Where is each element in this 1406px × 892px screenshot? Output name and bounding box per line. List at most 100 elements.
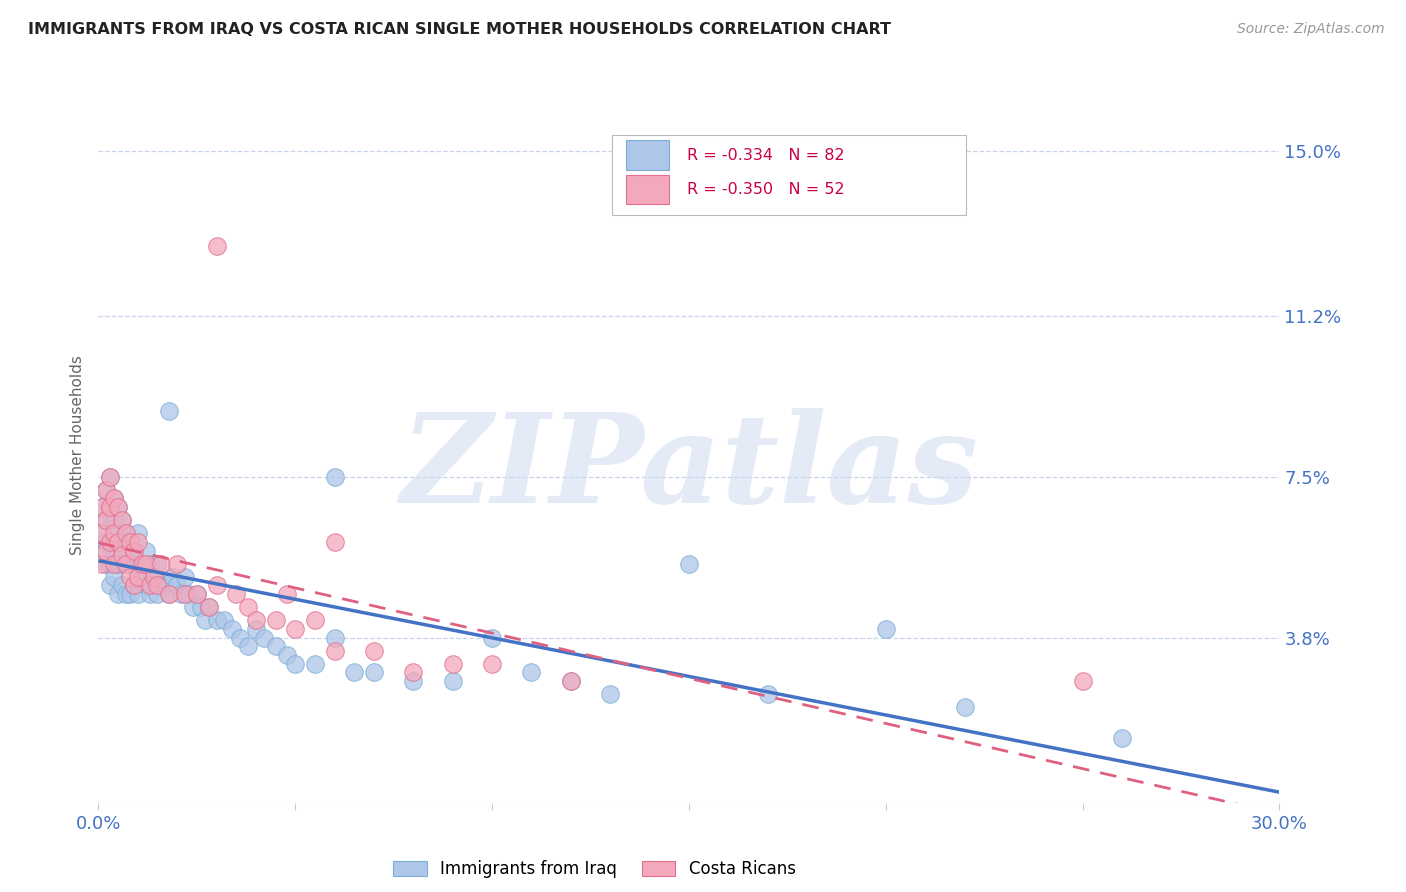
Point bbox=[96, 513, 118, 527]
Point bbox=[197, 600, 219, 615]
Point bbox=[111, 543, 134, 558]
Point bbox=[953, 700, 976, 714]
Point bbox=[96, 483, 118, 497]
Point bbox=[96, 483, 118, 497]
Point bbox=[146, 587, 169, 601]
Point bbox=[115, 526, 138, 541]
Point bbox=[225, 587, 247, 601]
Point bbox=[111, 548, 134, 562]
Point bbox=[111, 513, 134, 527]
Point bbox=[91, 500, 114, 514]
Text: R = -0.350   N = 52: R = -0.350 N = 52 bbox=[686, 182, 844, 197]
Point bbox=[146, 557, 169, 571]
FancyBboxPatch shape bbox=[612, 135, 966, 215]
Point bbox=[284, 657, 307, 671]
Point bbox=[98, 578, 121, 592]
Point bbox=[304, 657, 326, 671]
Point bbox=[150, 578, 173, 592]
Point bbox=[91, 543, 114, 558]
Point bbox=[98, 469, 121, 483]
Point bbox=[103, 526, 125, 541]
Point bbox=[560, 674, 582, 689]
Point bbox=[197, 600, 219, 615]
Point bbox=[229, 631, 252, 645]
Point bbox=[214, 613, 236, 627]
Point bbox=[96, 513, 118, 527]
Point bbox=[111, 513, 134, 527]
Point bbox=[115, 557, 138, 571]
Text: ZIPatlas: ZIPatlas bbox=[399, 408, 979, 530]
Point bbox=[560, 674, 582, 689]
Point bbox=[323, 643, 346, 657]
Point bbox=[343, 665, 366, 680]
Point bbox=[245, 622, 267, 636]
Point bbox=[205, 578, 228, 592]
Point bbox=[142, 570, 165, 584]
Point bbox=[103, 557, 125, 571]
Point bbox=[107, 587, 129, 601]
Point bbox=[91, 557, 114, 571]
Point bbox=[155, 578, 177, 592]
Point bbox=[127, 587, 149, 601]
Point bbox=[115, 587, 138, 601]
Point bbox=[127, 570, 149, 584]
Point bbox=[194, 613, 217, 627]
Point bbox=[190, 600, 212, 615]
Point bbox=[599, 687, 621, 701]
Point bbox=[402, 674, 425, 689]
Point bbox=[111, 578, 134, 592]
Point bbox=[127, 535, 149, 549]
Point bbox=[166, 578, 188, 592]
Point bbox=[146, 578, 169, 592]
Point bbox=[157, 404, 180, 418]
Y-axis label: Single Mother Households: Single Mother Households bbox=[69, 355, 84, 555]
Point bbox=[323, 469, 346, 483]
Point bbox=[756, 687, 779, 701]
Text: R = -0.334   N = 82: R = -0.334 N = 82 bbox=[686, 147, 844, 162]
Text: Source: ZipAtlas.com: Source: ZipAtlas.com bbox=[1237, 22, 1385, 37]
Point bbox=[96, 535, 118, 549]
Point bbox=[107, 535, 129, 549]
Point bbox=[174, 587, 197, 601]
Point bbox=[253, 631, 276, 645]
Point bbox=[245, 613, 267, 627]
Point bbox=[875, 622, 897, 636]
Bar bbox=[626, 140, 669, 169]
Point bbox=[103, 570, 125, 584]
Point bbox=[481, 657, 503, 671]
Point bbox=[363, 665, 385, 680]
Point bbox=[284, 622, 307, 636]
Point bbox=[115, 526, 138, 541]
Point bbox=[96, 557, 118, 571]
Point bbox=[107, 526, 129, 541]
Point bbox=[107, 500, 129, 514]
Point bbox=[118, 587, 141, 601]
Point bbox=[186, 587, 208, 601]
Text: IMMIGRANTS FROM IRAQ VS COSTA RICAN SINGLE MOTHER HOUSEHOLDS CORRELATION CHART: IMMIGRANTS FROM IRAQ VS COSTA RICAN SING… bbox=[28, 22, 891, 37]
Point bbox=[122, 578, 145, 592]
Point bbox=[304, 613, 326, 627]
Point bbox=[107, 500, 129, 514]
Point bbox=[186, 587, 208, 601]
Point bbox=[118, 570, 141, 584]
Point bbox=[264, 613, 287, 627]
Bar bbox=[626, 175, 669, 204]
Point bbox=[98, 500, 121, 514]
Point bbox=[205, 239, 228, 253]
Point bbox=[107, 557, 129, 571]
Point bbox=[236, 600, 259, 615]
Point bbox=[1111, 731, 1133, 745]
Point bbox=[205, 613, 228, 627]
Point bbox=[264, 639, 287, 653]
Point bbox=[181, 600, 204, 615]
Point bbox=[103, 491, 125, 506]
Point bbox=[402, 665, 425, 680]
Point bbox=[177, 587, 200, 601]
Point bbox=[363, 643, 385, 657]
Point bbox=[323, 631, 346, 645]
Point bbox=[122, 543, 145, 558]
Point bbox=[98, 469, 121, 483]
Point bbox=[96, 543, 118, 558]
Point bbox=[91, 500, 114, 514]
Legend: Immigrants from Iraq, Costa Ricans: Immigrants from Iraq, Costa Ricans bbox=[394, 860, 796, 878]
